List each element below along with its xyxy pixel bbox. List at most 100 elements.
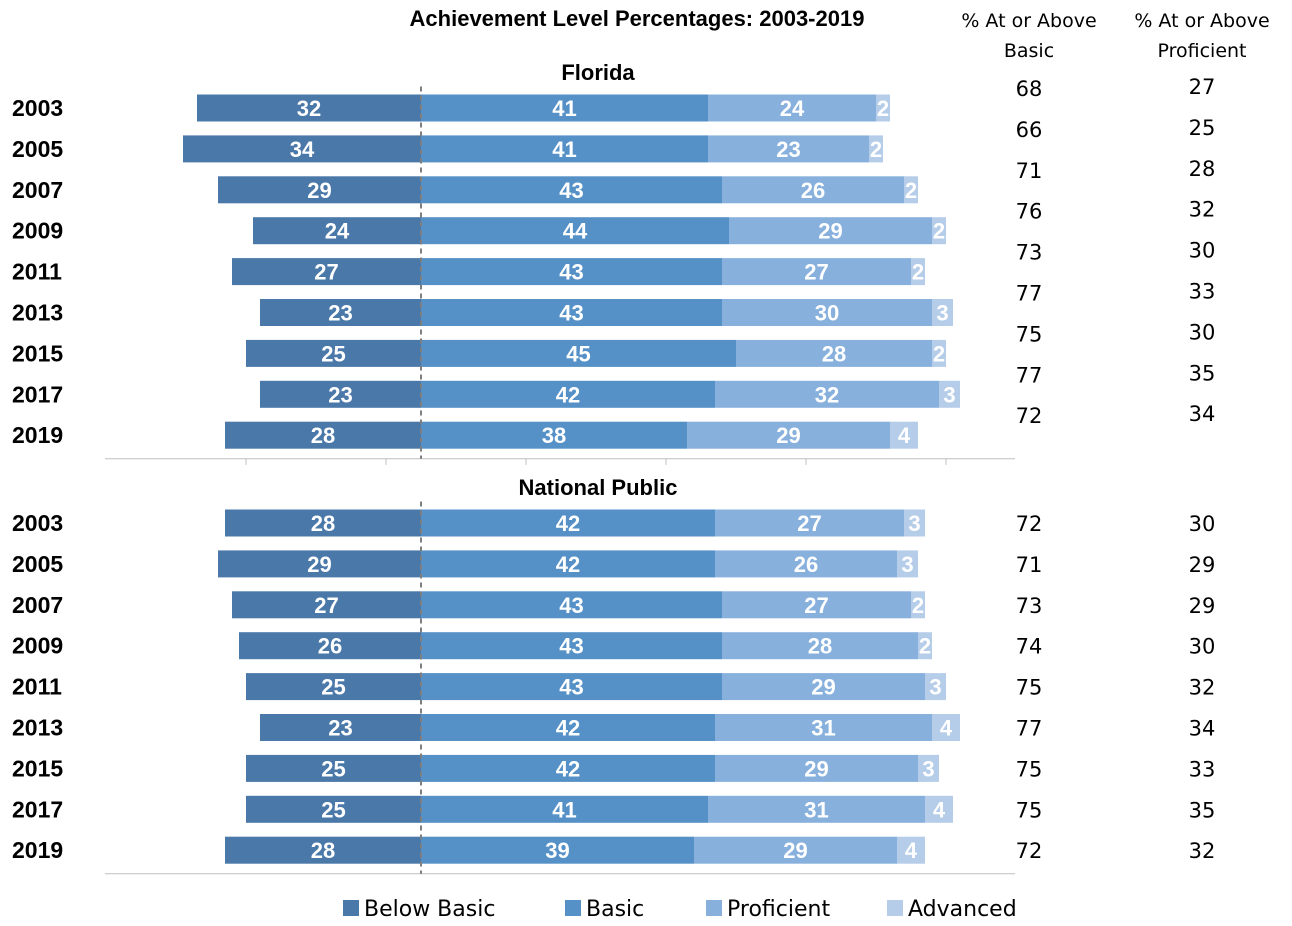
year-label-national-public-2017: 2017: [12, 796, 63, 822]
panel-title-florida: Florida: [561, 60, 635, 85]
legend-label-proficient: Proficient: [727, 897, 830, 922]
data-label-florida-2011-below-basic: 27: [314, 260, 338, 285]
data-label-florida-2007-below-basic: 29: [307, 178, 331, 203]
at-or-above-basic-national-public-2007: 73: [1016, 594, 1043, 618]
at-or-above-proficient-national-public-2003: 30: [1189, 512, 1216, 536]
bar-national-public-2005-advanced: [897, 550, 918, 578]
bar-national-public-2005-proficient: [715, 550, 897, 578]
data-label-national-public-2003-below-basic: 28: [311, 511, 335, 536]
at-or-above-basic-florida-2011: 73: [1016, 241, 1043, 265]
bar-florida-2003-proficient: [708, 94, 876, 122]
data-label-florida-2017-proficient: 32: [815, 382, 839, 407]
bar-florida-2007-below-basic: [218, 176, 421, 204]
bar-florida-2015-proficient: [736, 339, 932, 367]
bar-national-public-2009-below-basic: [239, 632, 421, 660]
year-label-national-public-2013: 2013: [12, 715, 63, 741]
data-label-florida-2005-basic: 41: [552, 137, 576, 162]
at-or-above-proficient-florida-2011: 30: [1189, 239, 1216, 263]
data-label-florida-2011-proficient: 27: [804, 260, 828, 285]
bar-national-public-2017-proficient: [708, 795, 925, 823]
legend-label-basic: Basic: [586, 897, 644, 922]
data-label-national-public-2005-basic: 42: [556, 552, 580, 577]
bar-national-public-2007-basic: [421, 591, 722, 619]
legend-label-advanced: Advanced: [908, 897, 1017, 922]
at-or-above-basic-florida-2017: 77: [1016, 363, 1043, 387]
data-label-national-public-2019-below-basic: 28: [311, 838, 335, 863]
data-label-florida-2019-advanced: 4: [898, 423, 911, 448]
data-label-florida-2017-below-basic: 23: [328, 382, 352, 407]
at-or-above-proficient-florida-2015: 30: [1189, 320, 1216, 344]
bar-florida-2011-below-basic: [232, 258, 421, 286]
data-label-florida-2019-below-basic: 28: [311, 423, 335, 448]
data-label-national-public-2005-below-basic: 29: [307, 552, 331, 577]
year-label-florida-2011: 2011: [12, 259, 62, 285]
data-label-national-public-2009-proficient: 28: [808, 634, 832, 659]
column-header-proficient-line2: Proficient: [1157, 40, 1246, 62]
bar-national-public-2019-basic: [421, 836, 694, 864]
legend-swatch-proficient: [706, 900, 722, 916]
data-label-national-public-2003-proficient: 27: [797, 511, 821, 536]
at-or-above-basic-national-public-2017: 75: [1016, 798, 1043, 822]
data-label-national-public-2007-below-basic: 27: [314, 593, 338, 618]
data-label-florida-2011-advanced: 2: [912, 260, 924, 285]
year-label-florida-2005: 2005: [12, 136, 63, 162]
at-or-above-proficient-national-public-2017: 35: [1189, 798, 1216, 822]
data-label-national-public-2005-advanced: 3: [901, 552, 913, 577]
data-label-florida-2011-basic: 43: [559, 260, 583, 285]
data-label-national-public-2009-below-basic: 26: [318, 634, 342, 659]
data-label-national-public-2019-advanced: 4: [905, 838, 918, 863]
at-or-above-proficient-florida-2003: 27: [1189, 75, 1216, 99]
bar-national-public-2013-advanced: [932, 714, 960, 741]
at-or-above-proficient-florida-2013: 33: [1189, 280, 1216, 304]
bar-national-public-2015-below-basic: [246, 754, 421, 782]
bar-florida-2009-below-basic: [253, 217, 421, 245]
bar-national-public-2003-basic: [421, 509, 715, 537]
bar-national-public-2011-proficient: [722, 673, 925, 701]
at-or-above-basic-national-public-2009: 74: [1016, 635, 1043, 659]
data-label-national-public-2013-advanced: 4: [940, 716, 953, 741]
data-label-national-public-2015-advanced: 3: [922, 756, 934, 781]
year-label-florida-2017: 2017: [12, 381, 63, 407]
at-or-above-basic-florida-2005: 66: [1016, 118, 1043, 142]
at-or-above-basic-florida-2013: 77: [1016, 282, 1043, 306]
at-or-above-proficient-national-public-2009: 30: [1189, 635, 1216, 659]
at-or-above-proficient-florida-2017: 35: [1189, 361, 1216, 385]
bar-national-public-2015-basic: [421, 754, 715, 782]
year-label-florida-2009: 2009: [12, 218, 63, 244]
year-label-florida-2019: 2019: [12, 422, 63, 448]
bar-national-public-2011-advanced: [925, 673, 946, 701]
year-label-national-public-2003: 2003: [12, 510, 63, 536]
bar-florida-2019-basic: [421, 421, 687, 449]
bar-florida-2003-basic: [421, 94, 708, 122]
bar-florida-2007-proficient: [722, 176, 904, 204]
data-label-florida-2017-basic: 42: [556, 382, 580, 407]
data-label-florida-2015-advanced: 2: [933, 341, 945, 366]
bar-florida-2013-proficient: [722, 299, 932, 326]
at-or-above-basic-national-public-2005: 71: [1016, 553, 1043, 577]
data-label-national-public-2017-advanced: 4: [933, 797, 946, 822]
bar-national-public-2005-basic: [421, 550, 715, 578]
year-label-national-public-2011: 2011: [12, 674, 62, 700]
year-label-florida-2003: 2003: [12, 95, 63, 121]
bar-national-public-2007-advanced: [911, 591, 925, 619]
bar-florida-2017-below-basic: [260, 380, 421, 408]
data-label-national-public-2013-below-basic: 23: [328, 716, 352, 741]
data-label-florida-2007-advanced: 2: [905, 178, 917, 203]
bar-florida-2003-below-basic: [197, 94, 421, 122]
data-label-florida-2009-below-basic: 24: [325, 219, 350, 244]
bar-national-public-2003-advanced: [904, 509, 925, 537]
at-or-above-basic-national-public-2011: 75: [1016, 676, 1043, 700]
data-label-national-public-2015-below-basic: 25: [321, 756, 345, 781]
bar-national-public-2015-proficient: [715, 754, 918, 782]
year-label-florida-2007: 2007: [12, 177, 63, 203]
at-or-above-proficient-national-public-2019: 32: [1189, 839, 1216, 863]
at-or-above-basic-national-public-2003: 72: [1016, 512, 1043, 536]
bar-national-public-2003-below-basic: [225, 509, 421, 537]
legend-swatch-advanced: [887, 900, 903, 916]
at-or-above-proficient-florida-2007: 28: [1189, 157, 1216, 181]
at-or-above-basic-national-public-2015: 75: [1016, 757, 1043, 781]
column-header-basic-line2: Basic: [1004, 40, 1054, 62]
bar-florida-2015-basic: [421, 339, 736, 367]
year-label-national-public-2007: 2007: [12, 592, 63, 618]
year-label-national-public-2009: 2009: [12, 633, 63, 659]
